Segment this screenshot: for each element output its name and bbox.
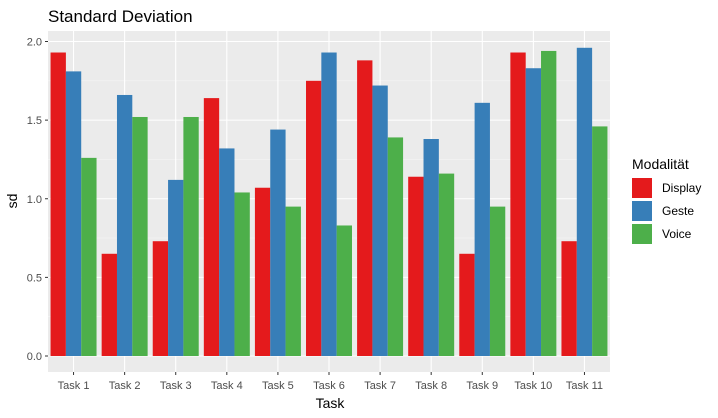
y-tick-label: 0.5 [27, 272, 42, 284]
bars [50, 47, 608, 357]
x-tick-label: Task 2 [109, 380, 141, 392]
bar-voice [336, 225, 352, 356]
chart-title: Standard Deviation [48, 7, 193, 26]
bar-voice [438, 173, 455, 356]
bar-display [254, 187, 271, 356]
x-tick-label: Task 1 [58, 380, 90, 392]
bar-voice [183, 116, 199, 356]
bar-display [203, 98, 220, 357]
legend-label-voice: Voice [662, 227, 692, 241]
legend-swatch-voice [632, 224, 652, 244]
legend-title: Modalität [632, 156, 689, 172]
bar-display [101, 253, 117, 356]
y-axis: 0.0 0.5 1.0 1.5 2.0 [27, 37, 48, 363]
bar-voice [132, 116, 148, 356]
x-tick-label: Task 7 [364, 380, 396, 392]
bar-display [561, 241, 577, 356]
legend-label-geste: Geste [662, 204, 694, 218]
bar-display [510, 52, 526, 356]
bar-geste [372, 85, 388, 356]
bar-geste [474, 102, 490, 356]
bar-voice [81, 157, 97, 356]
bar-geste [65, 71, 82, 356]
bar-geste [116, 94, 133, 356]
bar-display [152, 241, 169, 356]
bar-geste [525, 68, 542, 356]
x-tick-label: Task 4 [211, 380, 243, 392]
x-tick-label: Task 5 [262, 380, 294, 392]
y-axis-title: sd [4, 194, 20, 209]
bar-voice [234, 192, 250, 356]
bar-geste [576, 47, 593, 356]
bar-voice [489, 206, 506, 356]
bar-geste [219, 148, 235, 356]
bar-display [459, 253, 475, 356]
bar-display [408, 176, 424, 356]
x-tick-label: Task 10 [514, 380, 552, 392]
bar-voice [387, 137, 404, 356]
legend: Modalität Display Geste Voice [632, 156, 701, 244]
x-tick-label: Task 6 [313, 380, 345, 392]
bar-voice [285, 206, 301, 356]
bar-geste [321, 52, 337, 356]
y-tick-label: 2.0 [27, 37, 42, 49]
bar-geste [423, 139, 439, 356]
bar-display [306, 80, 322, 356]
bar-voice [592, 126, 608, 356]
y-tick-label: 0.0 [27, 351, 42, 363]
x-tick-label: Task 8 [415, 380, 447, 392]
x-axis-title: Task [316, 395, 346, 411]
bar-geste [168, 179, 184, 356]
legend-swatch-geste [632, 201, 652, 221]
bar-geste [270, 129, 286, 356]
bar-display [50, 52, 66, 356]
x-tick-label: Task 9 [466, 380, 498, 392]
legend-label-display: Display [662, 181, 701, 195]
legend-swatch-display [632, 178, 652, 198]
y-tick-label: 1.5 [27, 115, 42, 127]
bar-display [357, 60, 373, 357]
x-tick-label: Task 11 [566, 380, 603, 392]
bar-voice [541, 50, 557, 356]
x-tick-label: Task 3 [160, 380, 192, 392]
y-tick-label: 1.0 [27, 194, 42, 206]
x-axis: Task 1 Task 2 Task 3 Task 4 Task 5 Task 6 Task… [58, 372, 603, 392]
